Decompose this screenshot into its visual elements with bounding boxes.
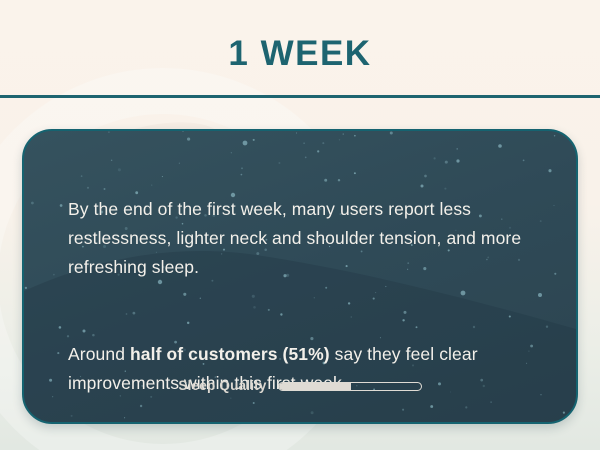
sleep-quality-row: Sleep Quality [24, 378, 576, 394]
star-dot [52, 396, 54, 398]
sleep-quality-progress-bar [277, 381, 422, 391]
star-dot [553, 135, 556, 137]
star-dot [182, 131, 184, 132]
star-dot [110, 159, 113, 162]
star-dot [278, 162, 281, 164]
star-dot [389, 131, 393, 135]
star-dot [456, 148, 458, 150]
sleep-quality-progress-fill [278, 382, 351, 390]
star-dot [317, 150, 320, 153]
star-dot [444, 160, 448, 164]
star-dot [562, 411, 565, 414]
header-divider [0, 95, 600, 98]
star-dot [303, 142, 305, 145]
star-dot-large [242, 140, 248, 146]
star-dot [338, 139, 341, 141]
star-dot [57, 352, 60, 355]
sleep-week-card: By the end of the first week, many users… [22, 129, 578, 424]
paragraph-customer-stats: Around half of customers (51%) say they … [68, 340, 562, 398]
text-segment: say they feel clear improvements within … [68, 344, 478, 393]
card-text-block: By the end of the first week, many users… [68, 166, 562, 422]
star-dot [53, 273, 55, 276]
text-segment: Around [68, 344, 130, 364]
star-dot [304, 156, 307, 159]
star-dot [24, 286, 28, 290]
star-dot [252, 138, 255, 141]
star-dot-large [498, 144, 502, 148]
star-dot [354, 134, 356, 137]
star-dot [295, 132, 298, 134]
star-dot [107, 131, 110, 134]
stat-highlight: half of customers (51%) [130, 344, 330, 364]
page-title: 1 WEEK [228, 34, 372, 73]
star-dot [342, 133, 344, 135]
star-dot [59, 204, 63, 207]
star-dot [522, 159, 525, 162]
paragraph-first-week: By the end of the first week, many users… [68, 199, 522, 277]
star-dot [31, 201, 34, 205]
star-dot [433, 157, 436, 160]
star-dot [230, 152, 232, 154]
star-dot [58, 326, 62, 329]
sleep-quality-label: Sleep Quality [178, 378, 267, 393]
star-dot [187, 137, 191, 141]
star-dot [322, 142, 325, 145]
star-dot [178, 162, 180, 164]
star-dot-large [456, 159, 460, 163]
